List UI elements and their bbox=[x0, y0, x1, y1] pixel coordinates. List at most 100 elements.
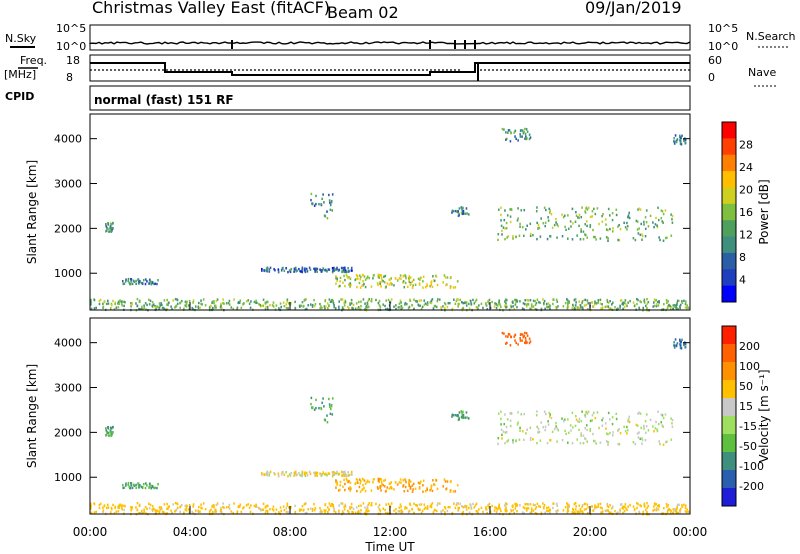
power-cell bbox=[130, 303, 133, 307]
velocity-cell bbox=[458, 416, 461, 420]
power-cell bbox=[324, 268, 327, 272]
velocity-cell bbox=[409, 480, 412, 483]
noise-left-tick-bottom: 10^0 bbox=[56, 40, 86, 53]
power-cell bbox=[643, 301, 646, 304]
velocity-cell bbox=[653, 508, 656, 512]
power-cell bbox=[521, 135, 523, 138]
power-cell bbox=[128, 281, 131, 285]
velocity-cell bbox=[641, 442, 643, 445]
velocity-cell bbox=[609, 503, 611, 507]
velocity-cell bbox=[133, 484, 136, 487]
power-cell bbox=[495, 303, 498, 306]
velocity-cell bbox=[151, 504, 154, 508]
velocity-cell bbox=[339, 480, 342, 484]
power-cell bbox=[120, 300, 123, 303]
velocity-cell bbox=[167, 505, 170, 508]
velocity-cell bbox=[342, 485, 344, 488]
velocity-cell bbox=[487, 504, 489, 508]
power-cell bbox=[485, 302, 487, 305]
velocity-cell bbox=[352, 507, 355, 511]
velocity-cell bbox=[656, 428, 658, 431]
colorbar-tick-label: -50 bbox=[739, 440, 757, 453]
velocity-cell bbox=[592, 439, 595, 443]
power-cell bbox=[522, 132, 525, 135]
velocity-cell bbox=[360, 509, 362, 512]
velocity-cell bbox=[123, 486, 126, 489]
velocity-cell bbox=[567, 504, 569, 507]
power-cell bbox=[261, 267, 263, 271]
power-cell bbox=[394, 277, 397, 280]
velocity-cell bbox=[660, 413, 663, 416]
velocity-cell bbox=[261, 471, 263, 475]
velocity-cell bbox=[419, 508, 421, 511]
power-cell bbox=[675, 140, 678, 144]
power-cell bbox=[110, 229, 112, 233]
velocity-cell bbox=[228, 507, 231, 510]
power-cell bbox=[105, 223, 107, 226]
power-cell bbox=[486, 307, 489, 311]
power-cell bbox=[426, 301, 429, 304]
power-cell bbox=[90, 307, 93, 311]
power-cell bbox=[617, 238, 619, 242]
velocity-cell bbox=[299, 509, 301, 512]
velocity-cell bbox=[442, 485, 445, 488]
power-cell bbox=[400, 307, 403, 311]
power-cell bbox=[363, 282, 365, 286]
velocity-cell bbox=[508, 333, 511, 336]
power-cell bbox=[223, 302, 225, 305]
power-cell bbox=[516, 219, 519, 222]
power-cell bbox=[364, 278, 367, 281]
velocity-cell bbox=[584, 427, 587, 430]
power-cell bbox=[532, 299, 535, 302]
power-cell bbox=[299, 305, 301, 308]
velocity-cell bbox=[393, 509, 395, 512]
power-cell bbox=[591, 210, 594, 213]
power-cell bbox=[607, 228, 609, 232]
power-cell bbox=[644, 234, 647, 238]
velocity-cell bbox=[535, 505, 538, 509]
power-cell bbox=[136, 297, 139, 301]
velocity-cell bbox=[170, 509, 172, 512]
velocity-cell bbox=[467, 417, 470, 420]
velocity-data-layer bbox=[90, 331, 690, 516]
power-cell bbox=[409, 276, 412, 279]
power-cell bbox=[200, 302, 202, 305]
power-cell bbox=[521, 226, 524, 229]
velocity-cell bbox=[302, 508, 305, 512]
power-cell bbox=[262, 298, 265, 302]
power-cell bbox=[500, 213, 502, 217]
power-cell bbox=[462, 209, 465, 213]
power-cell bbox=[144, 278, 147, 281]
velocity-cell bbox=[611, 507, 613, 510]
power-cell bbox=[452, 210, 455, 213]
velocity-cell bbox=[593, 411, 595, 415]
velocity-cell bbox=[463, 505, 466, 509]
power-cell bbox=[645, 209, 648, 212]
velocity-cell bbox=[547, 420, 549, 423]
velocity-cell bbox=[322, 397, 324, 400]
power-cell bbox=[215, 306, 217, 309]
velocity-cell bbox=[609, 511, 612, 514]
velocity-cell bbox=[327, 472, 330, 475]
velocity-cell bbox=[549, 508, 552, 512]
velocity-cell bbox=[379, 486, 381, 489]
velocity-cell bbox=[294, 504, 296, 508]
power-cell bbox=[414, 283, 417, 286]
power-cell bbox=[623, 221, 625, 225]
velocity-cell bbox=[90, 502, 92, 506]
velocity-cell bbox=[98, 506, 101, 510]
velocity-cell bbox=[117, 504, 120, 508]
power-cell bbox=[598, 222, 600, 226]
power-cell bbox=[319, 306, 322, 310]
velocity-cell bbox=[684, 345, 687, 349]
velocity-cell bbox=[462, 413, 465, 417]
velocity-cell bbox=[120, 506, 123, 509]
velocity-cell bbox=[545, 412, 547, 416]
power-cell bbox=[377, 275, 380, 279]
velocity-cell bbox=[617, 429, 619, 432]
velocity-cell bbox=[265, 473, 267, 476]
power-cell bbox=[633, 304, 636, 308]
power-cell bbox=[171, 307, 173, 311]
power-cell bbox=[512, 305, 514, 308]
